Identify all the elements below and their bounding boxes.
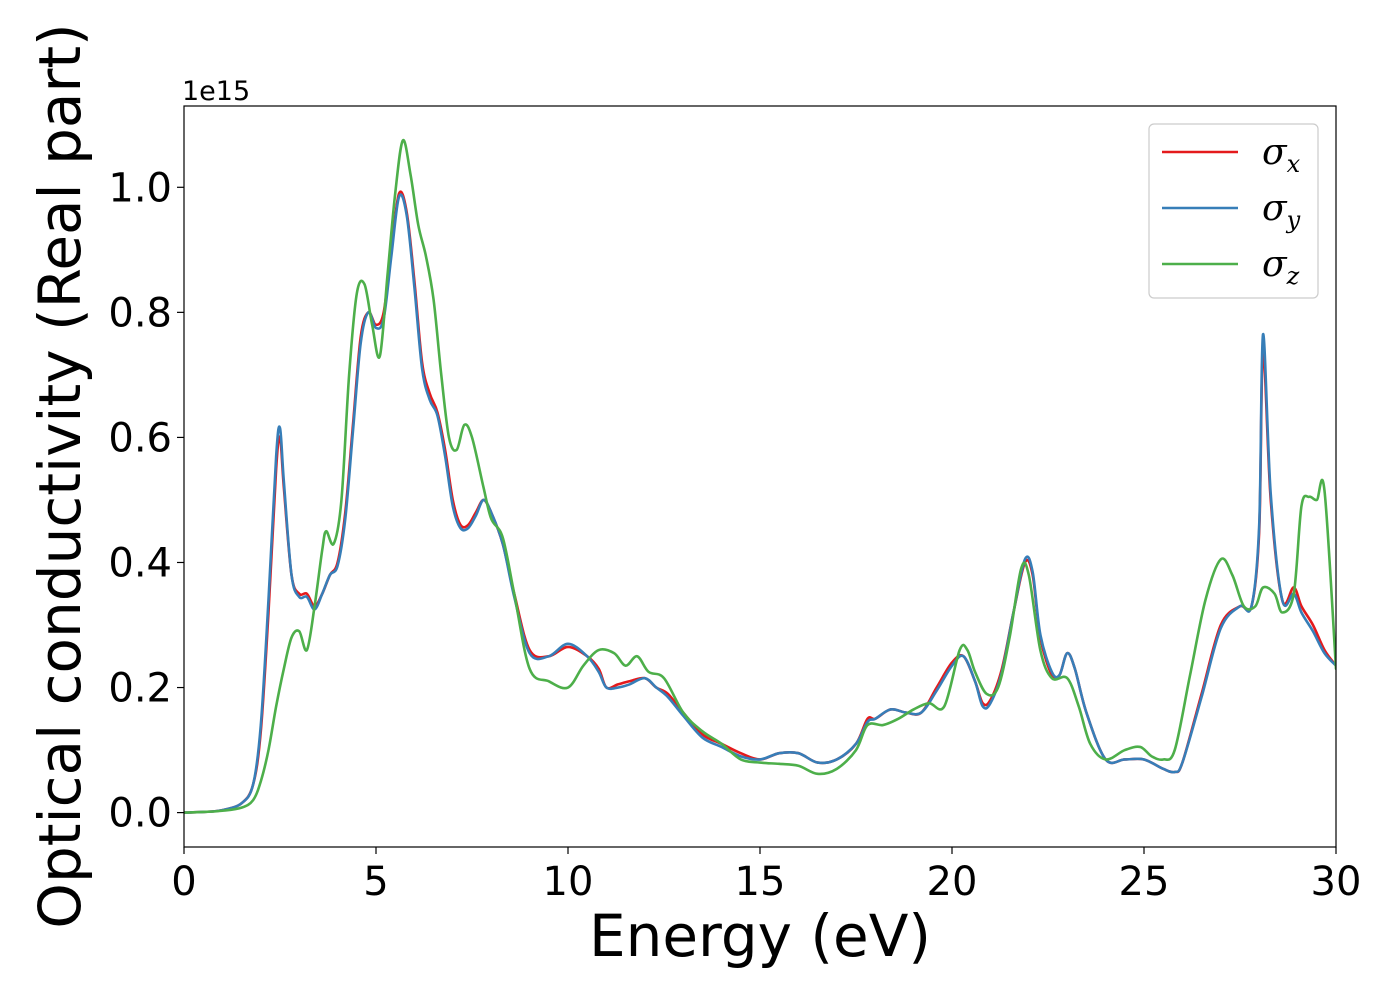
- y-tick-label: 0.0: [108, 791, 172, 837]
- x-tick-label: 10: [543, 859, 594, 905]
- x-tick-label: 0: [171, 859, 196, 905]
- y-tick-label: 0.8: [108, 290, 172, 336]
- x-tick-label: 30: [1311, 859, 1362, 905]
- y-tick-label: 0.2: [108, 666, 172, 712]
- x-tick-label: 25: [1119, 859, 1170, 905]
- y-tick-label: 1.0: [108, 165, 172, 211]
- y-offset-text: 1e15: [182, 76, 250, 107]
- y-tick-label: 0.4: [108, 540, 172, 586]
- x-tick-label: 20: [927, 859, 978, 905]
- x-tick-label: 5: [363, 859, 388, 905]
- series-line-z: [184, 139, 1336, 814]
- legend-label-y: σy: [1262, 188, 1301, 234]
- y-axis-ticks: 0.0 0.2 0.4 0.6 0.8 1.0: [108, 165, 184, 837]
- plot-area: [184, 106, 1336, 847]
- legend: σx σy σz: [1148, 123, 1319, 299]
- x-tick-label: 15: [735, 859, 786, 905]
- y-tick-label: 0.6: [108, 415, 172, 461]
- series-group: [184, 139, 1336, 814]
- x-axis-label: Energy (eV): [589, 902, 931, 970]
- legend-label-z: σz: [1262, 244, 1300, 290]
- series-line-y: [184, 193, 1336, 814]
- legend-label-x: σx: [1262, 132, 1301, 178]
- x-axis-ticks: 0 5 10 15 20 25 30: [171, 847, 1361, 905]
- legend-frame: [1148, 123, 1319, 299]
- y-axis-label: Optical conductivity (Real part): [26, 23, 94, 928]
